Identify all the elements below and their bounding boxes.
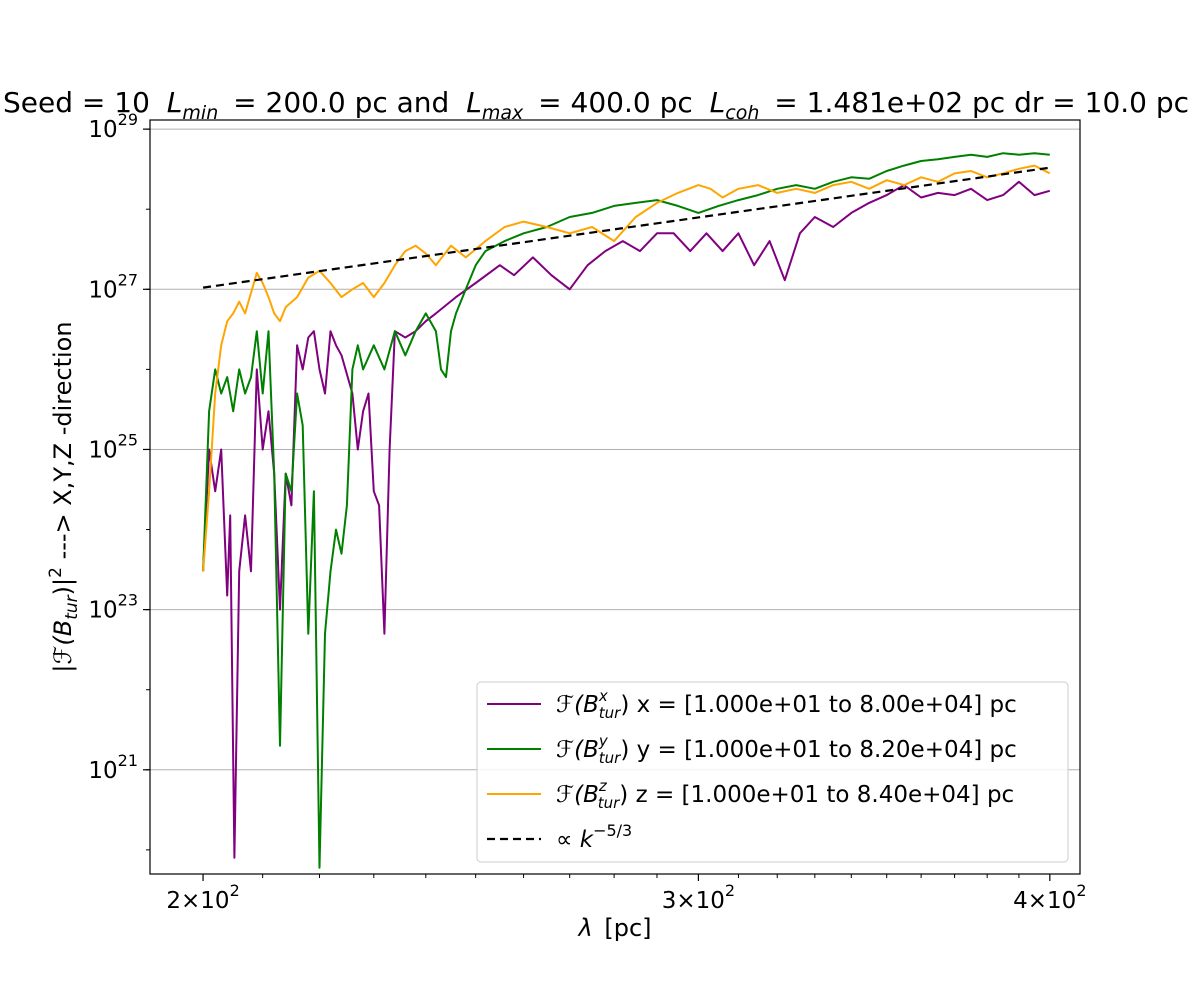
title-lcoh: = 1.481e+02 pc dr = 10.0 pc xyxy=(774,86,1189,119)
x-tick-label: 4×102 xyxy=(1013,881,1086,914)
series-line-bz xyxy=(202,164,1051,572)
y-axis-label: |ℱ(Btur)|2 ---> X,Y,Z -direction xyxy=(46,321,82,672)
y-tick-label: 1021 xyxy=(88,751,138,784)
plot-frame xyxy=(149,119,1081,875)
y-tick-label: 1027 xyxy=(88,270,138,303)
series-line-by xyxy=(202,152,1050,869)
y-ticks: 1021 1023 1025 1027 1029 xyxy=(88,110,150,851)
title-lmin: = 200.0 pc and xyxy=(233,86,449,119)
series-line-bx xyxy=(202,180,1051,859)
legend-label-bx: ℱ(Bx tur) x = [1.000e+01 to 8.00e+04] pc xyxy=(556,687,1017,722)
series-layer xyxy=(202,152,1051,869)
y-tick-label: 1029 xyxy=(88,110,138,143)
legend-label-fit: ∝ k−5/3 xyxy=(556,821,632,853)
legend-label-bz: ℱ(Bz tur) z = [1.000e+01 to 8.40e+04] pc xyxy=(556,777,1014,812)
title-lmax: = 400.0 pc xyxy=(538,86,693,119)
legend: ℱ(Bx tur) x = [1.000e+01 to 8.00e+04] pc ℱ… xyxy=(476,681,1069,863)
y-tick-label: 1025 xyxy=(88,430,138,463)
x-ticks: 2×102 3×102 4×102 xyxy=(166,874,1087,914)
x-tick-label: 3×102 xyxy=(662,881,735,914)
legend-label-by: ℱ(By tur) y = [1.000e+01 to 8.20e+04] pc xyxy=(556,732,1017,767)
title-seed: Seed = 10 xyxy=(3,86,150,119)
chart-title: Seed = 10 Lmin = 200.0 pc and Lmax = 400… xyxy=(3,86,1189,126)
legend-box xyxy=(476,681,1069,863)
y-tick-label: 1023 xyxy=(88,591,138,624)
grid-lines xyxy=(150,128,1080,771)
x-axis-label: λ [pc] xyxy=(577,914,652,942)
x-tick-label: 2×102 xyxy=(166,881,239,914)
